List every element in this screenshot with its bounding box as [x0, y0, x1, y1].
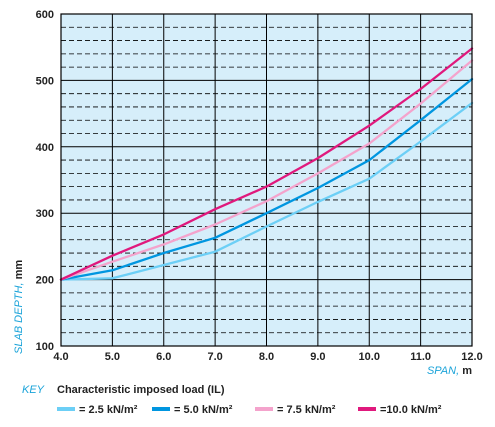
legend-key-label: KEY	[22, 384, 45, 396]
y-tick-label: 300	[36, 208, 54, 220]
x-tick-label: 4.0	[53, 351, 68, 363]
y-axis-title: SLAB DEPTH, mm	[13, 260, 25, 354]
legend: = 2.5 kN/m² = 5.0 kN/m² = 7.5 kN/m² =10.0 k…	[57, 404, 442, 416]
x-tick-label: 9.0	[310, 351, 325, 363]
legend-label: = 7.5 kN/m²	[277, 404, 336, 416]
legend-label: = 2.5 kN/m²	[79, 404, 138, 416]
y-tick-labels: 100 200 300 400 500 600	[36, 9, 54, 353]
gridlines	[61, 14, 472, 346]
legend-label: = 5.0 kN/m²	[174, 404, 233, 416]
x-tick-label: 10.0	[359, 351, 380, 363]
y-tick-label: 200	[36, 275, 54, 287]
x-tick-label: 6.0	[156, 351, 171, 363]
x-tick-label: 12.0	[461, 351, 482, 363]
x-tick-labels: 4.0 5.0 6.0 7.0 8.0 9.0 10.0 11.0 12.0	[53, 351, 482, 363]
legend-label: =10.0 kN/m²	[380, 404, 442, 416]
legend-entry: = 5.0 kN/m²	[152, 404, 233, 416]
plot-frame	[60, 13, 473, 347]
legend-entry: = 7.5 kN/m²	[255, 404, 336, 416]
x-tick-label: 5.0	[105, 351, 120, 363]
y-tick-label: 600	[36, 9, 54, 21]
legend-entry: = 2.5 kN/m²	[57, 404, 138, 416]
series-line-4	[59, 47, 474, 281]
y-tick-label: 400	[36, 142, 54, 154]
x-tick-label: 11.0	[410, 351, 431, 363]
series-lines	[59, 47, 474, 281]
series-line-1	[59, 101, 474, 281]
x-tick-label: 7.0	[207, 351, 222, 363]
x-tick-label: 8.0	[259, 351, 274, 363]
legend-entry: =10.0 kN/m²	[358, 404, 442, 416]
y-tick-label: 500	[36, 75, 54, 87]
legend-title: Characteristic imposed load (IL)	[57, 384, 225, 396]
series-line-3	[59, 59, 474, 281]
series-line-2	[59, 77, 474, 281]
y-tick-label: 100	[36, 341, 54, 353]
x-axis-title: SPAN, m	[427, 365, 472, 377]
